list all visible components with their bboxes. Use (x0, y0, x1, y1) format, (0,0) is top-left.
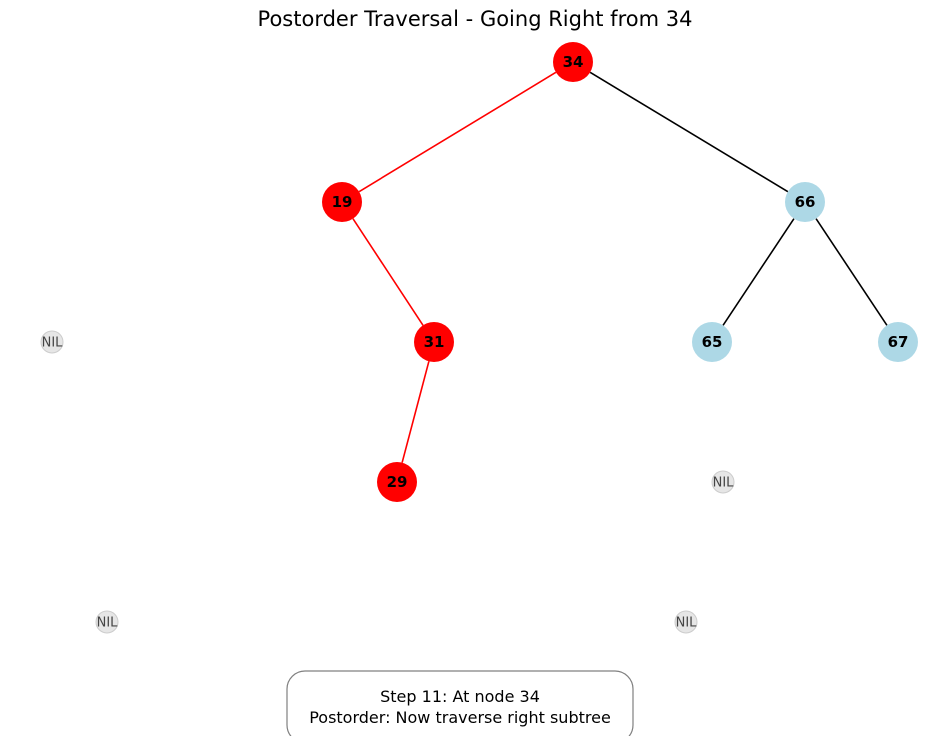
tree-node-label-34: 34 (563, 53, 584, 71)
nil-nodes: NIL NIL NIL NIL (40, 330, 735, 634)
nil-node-circle (674, 610, 698, 634)
nil-node-label: NIL (42, 336, 64, 351)
tree-node-circle-29 (377, 462, 417, 502)
tree-node-circle-19 (322, 182, 362, 222)
tree-node-19: 19 (322, 182, 362, 222)
nil-node: NIL (40, 330, 64, 354)
nil-node-circle (40, 330, 64, 354)
nil-node: NIL (674, 610, 698, 634)
step-info-line-2: Postorder: Now traverse right subtree (309, 708, 611, 727)
step-info-box: Step 11: At node 34 Postorder: Now trave… (286, 670, 634, 736)
tree-node-67: 67 (878, 322, 918, 362)
edge-34-66 (589, 71, 789, 193)
nil-node-label: NIL (676, 616, 698, 631)
edge-34-19 (358, 71, 557, 193)
nil-node-circle (95, 610, 119, 634)
tree-node-31: 31 (414, 322, 454, 362)
tree-node-label-19: 19 (332, 193, 353, 211)
edge-66-67 (815, 218, 888, 326)
step-info-border (286, 670, 634, 736)
tree-node-circle-65 (692, 322, 732, 362)
tree-node-circle-66 (785, 182, 825, 222)
nil-node-label: NIL (713, 476, 735, 491)
tree-node-circle-67 (878, 322, 918, 362)
tree-node-label-31: 31 (424, 333, 445, 351)
nil-node-label: NIL (97, 616, 119, 631)
nil-node: NIL (95, 610, 119, 634)
tree-node-label-66: 66 (795, 193, 816, 211)
edge-19-31 (352, 218, 424, 326)
edge-31-29 (401, 361, 430, 463)
tree-node-29: 29 (377, 462, 417, 502)
tree-node-34: 34 (553, 42, 593, 82)
tree-node-label-65: 65 (702, 333, 723, 351)
nil-node: NIL (711, 470, 735, 494)
tree-node-66: 66 (785, 182, 825, 222)
nil-node-circle (711, 470, 735, 494)
step-info-line-1: Step 11: At node 34 (380, 687, 540, 706)
edge-66-65 (722, 218, 795, 326)
diagram-title: Postorder Traversal - Going Right from 3… (258, 7, 693, 31)
tree-nodes: 34 19 66 31 65 67 29 (322, 42, 918, 502)
tree-node-label-67: 67 (888, 333, 909, 351)
tree-node-label-29: 29 (387, 473, 408, 491)
tree-node-65: 65 (692, 322, 732, 362)
tree-edges (352, 71, 888, 463)
tree-node-circle-31 (414, 322, 454, 362)
tree-node-circle-34 (553, 42, 593, 82)
